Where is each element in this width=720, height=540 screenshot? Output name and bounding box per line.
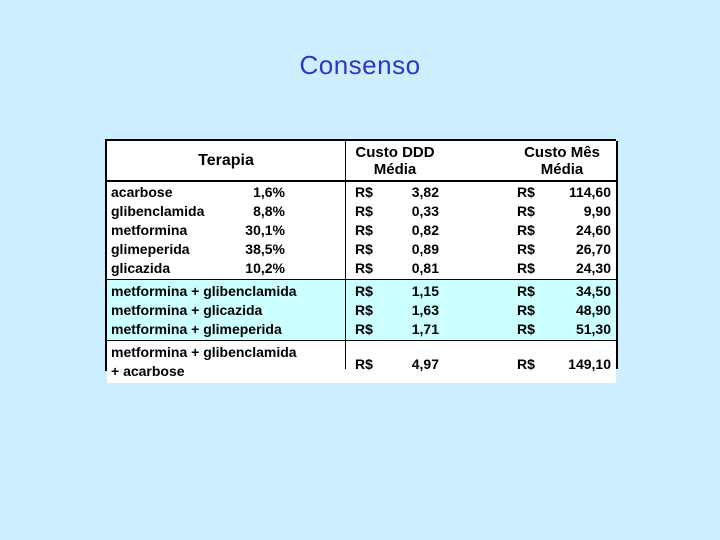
header-custo-mes: Custo Mês Média [502,144,622,178]
row-group [107,280,616,341]
row-terapia: metformina + glibenclamida [111,344,297,360]
row-mes-currency: R$ [517,241,535,257]
row-mes-currency: R$ [517,302,535,318]
row-ddd-currency: R$ [355,241,373,257]
row-mes-currency: R$ [517,260,535,276]
row-terapia: metformina + glibenclamida [111,283,297,299]
header-divider [107,180,616,182]
row-mes-currency: R$ [517,222,535,238]
row-mes-value: 114,60 [568,184,611,200]
row-ddd-value: 4,97 [411,355,439,372]
row-terapia: metformina + glicazida [111,302,263,318]
row-mes-currency: R$ [517,184,535,200]
row-ddd-value: 0,81 [411,260,439,276]
row-terapia-line2: + acarbose [111,363,185,379]
group-divider [107,279,616,280]
row-mes-currency: R$ [517,355,535,372]
row-terapia: glibenclamida [111,203,205,219]
row-group [107,181,616,280]
row-percent: 10,2% [245,260,285,276]
row-ddd-currency: R$ [355,222,373,238]
row-ddd-currency: R$ [355,260,373,276]
row-percent: 8,8% [253,203,285,219]
row-ddd-value: 1,15 [411,283,439,299]
row-ddd-currency: R$ [355,283,373,299]
row-terapia: glimeperida [111,241,190,257]
row-terapia: metformina + glimeperida [111,321,282,337]
row-percent: 38,5% [245,241,285,257]
group-divider [107,340,616,341]
header-custo-mes-line1: Custo Mês [524,144,600,161]
header-custo-mes-line2: Média [540,161,584,178]
row-terapia: acarbose [111,184,173,200]
row-ddd-currency: R$ [355,321,373,337]
row-ddd-value: 1,63 [411,302,439,318]
row-group [107,341,616,383]
row-mes-currency: R$ [517,321,535,337]
row-mes-currency: R$ [517,283,535,299]
row-percent: 30,1% [245,222,285,238]
row-mes-value: 149,10 [568,355,611,372]
row-mes-value: 34,50 [575,283,611,299]
row-mes-value: 9,90 [583,203,611,219]
row-ddd-value: 0,33 [411,203,439,219]
row-ddd-currency: R$ [355,184,373,200]
header-terapia: Terapia [198,152,254,169]
row-ddd-value: 0,82 [411,222,439,238]
row-ddd-currency: R$ [355,355,373,372]
table-header [107,141,616,181]
row-mes-value: 51,30 [575,321,611,337]
row-percent: 1,6% [253,184,285,200]
table-right-border [616,141,618,369]
cost-table: Terapia Custo DDD Média Custo Mês Média … [105,139,618,383]
row-ddd-value: 3,82 [411,184,439,200]
row-mes-value: 24,60 [575,222,611,238]
row-mes-currency: R$ [517,203,535,219]
row-mes-value: 26,70 [575,241,611,257]
row-mes-value: 48,90 [575,302,611,318]
row-ddd-currency: R$ [355,203,373,219]
row-ddd-value: 1,71 [411,321,439,337]
header-custo-ddd-line2: Média [373,161,417,178]
page-title: Consenso [299,50,421,80]
row-ddd-value: 0,89 [411,241,439,257]
row-ddd-currency: R$ [355,302,373,318]
row-mes-value: 24,30 [575,260,611,276]
row-terapia: metformina [111,222,188,238]
row-terapia: glicazida [111,260,171,276]
header-custo-ddd-line1: Custo DDD [355,144,435,161]
header-custo-ddd: Custo DDD Média [345,144,445,178]
column-separator [345,141,346,369]
